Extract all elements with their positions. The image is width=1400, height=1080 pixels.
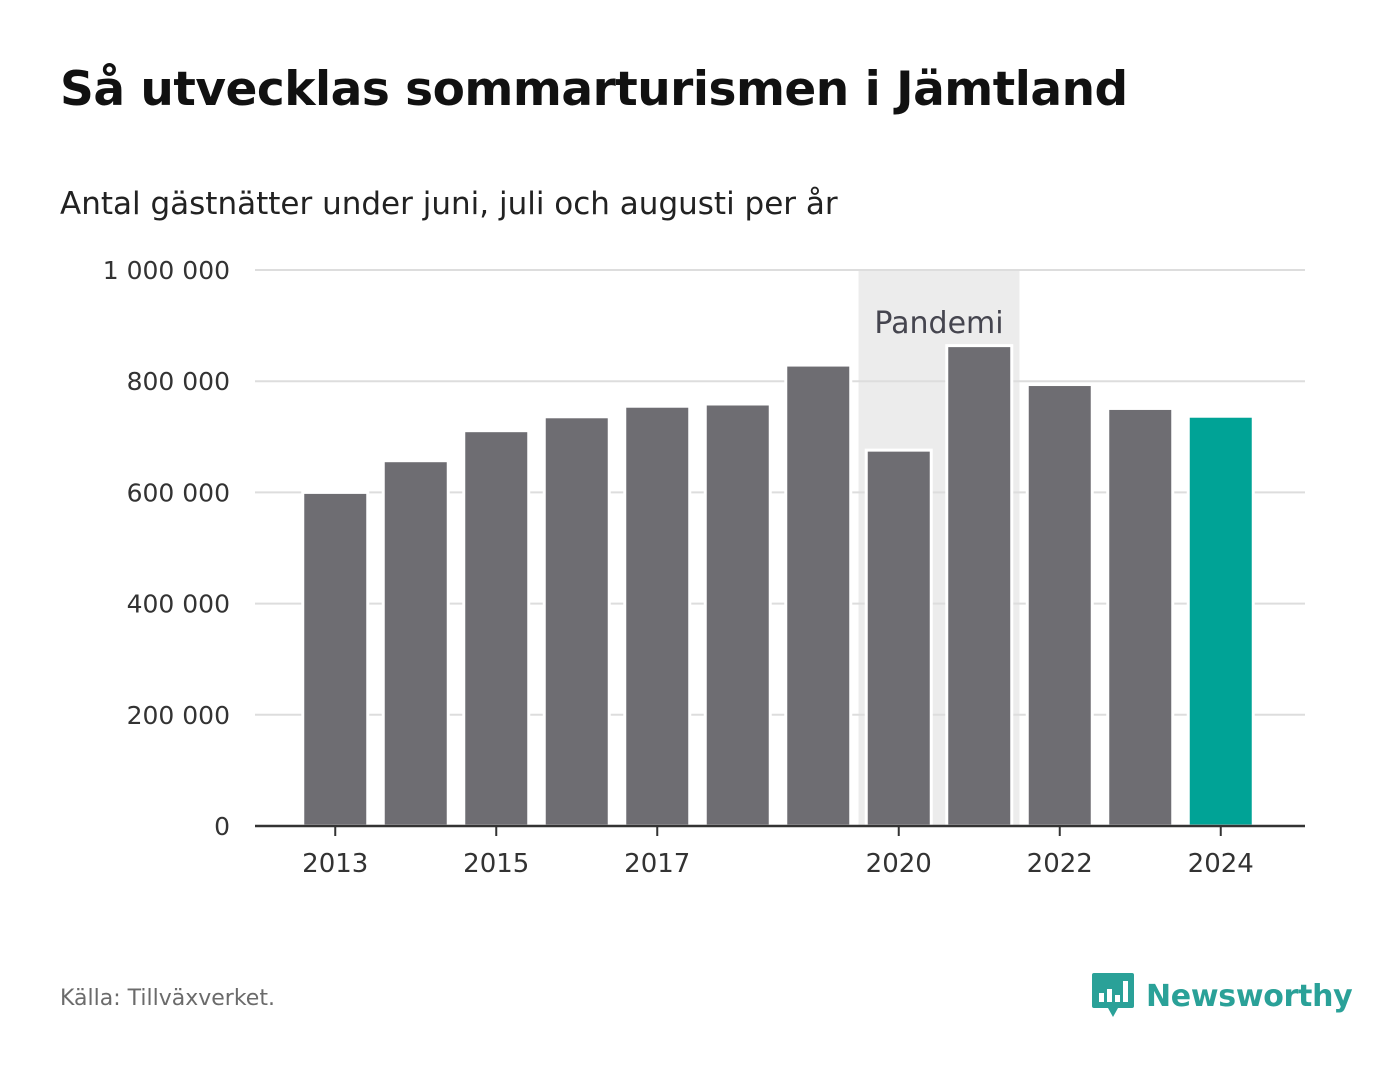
bar-2023 — [1106, 406, 1175, 828]
bar-2015 — [462, 429, 531, 828]
bar-2014 — [381, 459, 450, 828]
bar-2019 — [784, 363, 853, 828]
x-tick-label: 2017 — [624, 849, 690, 879]
pandemic-label: Pandemi — [874, 306, 1003, 341]
bar-2018 — [703, 402, 772, 828]
bar-2017 — [623, 404, 692, 828]
bar-2024 — [1186, 414, 1255, 828]
x-tick-label: 2015 — [463, 849, 529, 879]
y-tick-label: 1 000 000 — [103, 256, 230, 285]
x-tick-label: 2022 — [1027, 849, 1093, 879]
bar-2020 — [864, 448, 933, 828]
brand-logo[interactable]: Newsworthy — [1090, 970, 1353, 1022]
y-tick-label: 200 000 — [127, 701, 230, 730]
chart-title: Så utvecklas sommarturismen i Jämtland — [60, 62, 1128, 117]
x-tick-label: 2013 — [302, 849, 368, 879]
x-tick-label: 2024 — [1188, 849, 1254, 879]
y-tick-label: 400 000 — [127, 590, 230, 619]
y-tick-label: 0 — [214, 812, 230, 841]
y-tick-label: 800 000 — [127, 367, 230, 396]
bar-2016 — [542, 415, 611, 828]
x-tick-label: 2020 — [866, 849, 932, 879]
brand-name: Newsworthy — [1146, 978, 1353, 1014]
bar-2021 — [945, 344, 1014, 828]
bar-2022 — [1025, 383, 1094, 828]
bar-2013 — [301, 490, 370, 828]
bar-chart: 0 200 000 400 000 600 000 800 000 1 000 000 Pa… — [103, 256, 1305, 879]
chart-subtitle: Antal gästnätter under juni, juli och au… — [60, 186, 838, 222]
y-tick-label: 600 000 — [127, 478, 230, 507]
source-note: Källa: Tillväxverket. — [60, 986, 275, 1011]
bar-chart-speech-bubble-icon — [1092, 973, 1134, 1017]
